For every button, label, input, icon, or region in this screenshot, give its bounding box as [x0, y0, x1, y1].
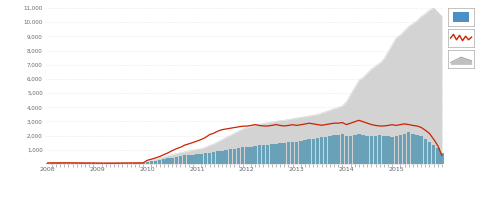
- Bar: [71, 163, 74, 164]
- Bar: [125, 163, 128, 164]
- Bar: [104, 163, 108, 164]
- Bar: [175, 157, 178, 164]
- Bar: [62, 163, 66, 164]
- Bar: [54, 163, 58, 164]
- Bar: [120, 163, 124, 164]
- Bar: [432, 145, 435, 164]
- Legend: Fotolia, Shutterstock, Dreamstime, Bigstock, 123rf, Depositphotos, Pond5: Fotolia, Shutterstock, Dreamstime, Bigst…: [44, 199, 280, 200]
- Bar: [282, 143, 286, 164]
- Bar: [158, 160, 161, 164]
- Bar: [278, 143, 282, 164]
- Bar: [403, 134, 407, 164]
- Bar: [411, 134, 415, 164]
- Bar: [320, 137, 324, 164]
- Bar: [274, 144, 278, 164]
- Bar: [307, 139, 311, 164]
- Bar: [137, 163, 141, 164]
- Bar: [370, 136, 373, 164]
- Bar: [224, 150, 228, 164]
- Bar: [453, 12, 469, 22]
- Bar: [187, 155, 191, 164]
- Bar: [353, 135, 357, 164]
- Bar: [83, 163, 87, 164]
- Bar: [212, 152, 216, 164]
- Bar: [382, 136, 385, 164]
- Bar: [374, 136, 377, 164]
- Bar: [291, 142, 294, 164]
- Bar: [378, 135, 382, 164]
- Bar: [59, 163, 62, 164]
- Bar: [220, 151, 224, 164]
- Bar: [216, 151, 219, 164]
- Bar: [349, 136, 352, 164]
- Bar: [117, 163, 120, 164]
- Bar: [233, 149, 236, 164]
- Bar: [183, 155, 186, 164]
- Bar: [162, 159, 166, 164]
- Bar: [357, 134, 360, 164]
- Bar: [428, 142, 431, 164]
- Bar: [287, 142, 290, 164]
- Bar: [166, 158, 170, 164]
- Bar: [249, 147, 253, 164]
- Bar: [341, 134, 344, 164]
- Bar: [75, 163, 79, 164]
- Bar: [407, 132, 410, 164]
- Bar: [92, 163, 95, 164]
- Bar: [142, 163, 145, 164]
- Bar: [241, 147, 244, 164]
- Bar: [440, 153, 444, 164]
- Bar: [237, 148, 240, 164]
- Bar: [266, 145, 269, 164]
- Bar: [262, 145, 265, 164]
- Bar: [96, 163, 99, 164]
- Bar: [303, 140, 307, 164]
- Bar: [150, 161, 153, 164]
- Bar: [67, 163, 70, 164]
- Bar: [46, 163, 49, 164]
- Bar: [112, 163, 116, 164]
- Bar: [191, 155, 195, 164]
- Bar: [270, 144, 274, 164]
- Bar: [328, 136, 332, 164]
- Bar: [436, 148, 440, 164]
- Bar: [361, 135, 365, 164]
- Bar: [316, 138, 319, 164]
- Bar: [336, 135, 340, 164]
- Bar: [100, 163, 103, 164]
- Bar: [129, 163, 132, 164]
- Bar: [245, 147, 249, 164]
- Bar: [332, 135, 336, 164]
- Bar: [324, 137, 327, 164]
- Bar: [399, 135, 402, 164]
- Bar: [258, 145, 261, 164]
- Bar: [420, 136, 423, 164]
- Bar: [299, 141, 302, 164]
- Bar: [154, 161, 157, 164]
- Bar: [312, 139, 315, 164]
- Bar: [365, 136, 369, 164]
- Bar: [50, 163, 54, 164]
- Bar: [395, 136, 398, 164]
- Bar: [295, 142, 299, 164]
- Bar: [415, 135, 419, 164]
- Bar: [228, 149, 232, 164]
- Bar: [423, 139, 427, 164]
- Bar: [79, 163, 83, 164]
- Bar: [170, 158, 174, 164]
- Bar: [386, 136, 390, 164]
- Bar: [390, 137, 394, 164]
- Bar: [145, 162, 149, 164]
- Bar: [87, 163, 91, 164]
- Bar: [345, 136, 348, 164]
- Bar: [195, 154, 199, 164]
- Bar: [108, 163, 112, 164]
- Bar: [179, 156, 182, 164]
- Bar: [253, 146, 257, 164]
- Bar: [200, 154, 203, 164]
- Bar: [133, 163, 137, 164]
- Bar: [204, 153, 207, 164]
- Bar: [208, 153, 211, 164]
